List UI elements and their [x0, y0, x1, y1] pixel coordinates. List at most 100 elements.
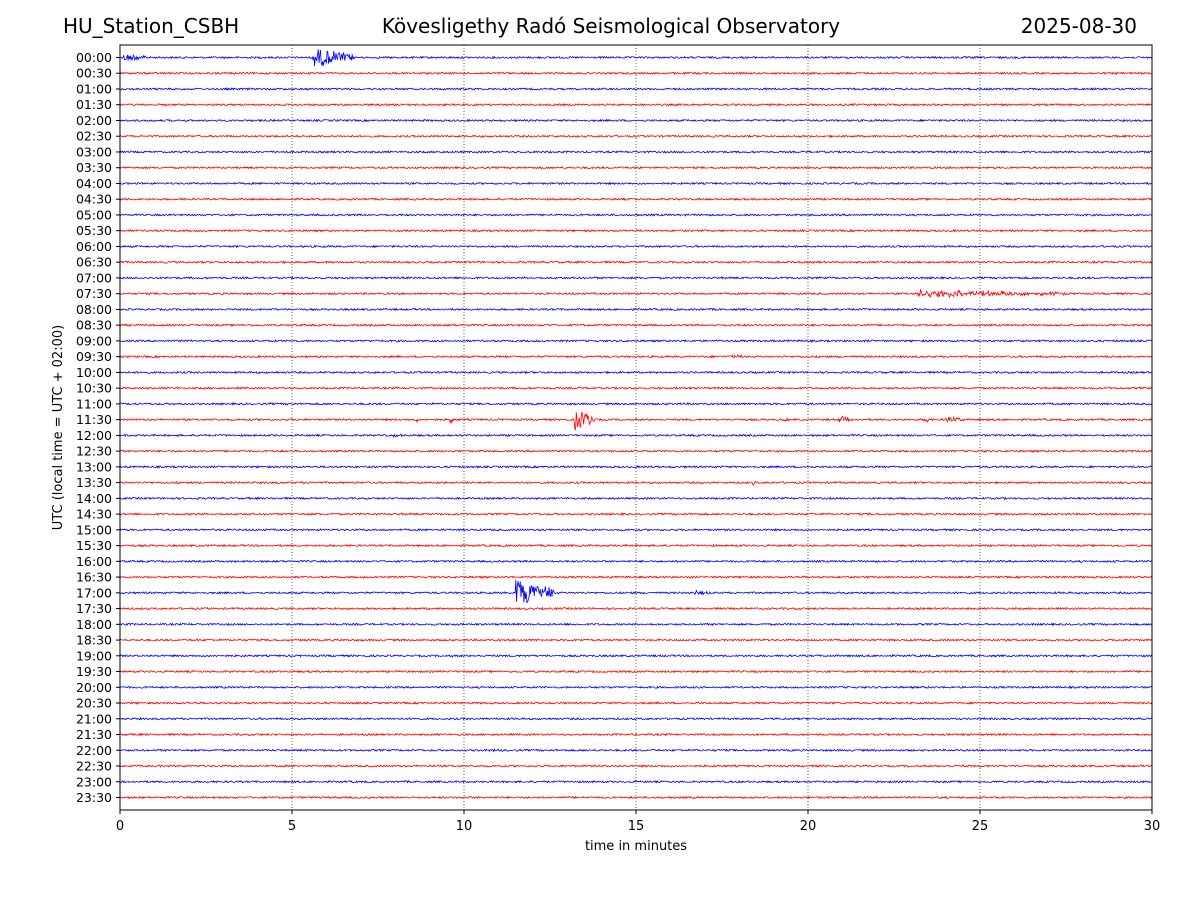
trace-line	[119, 559, 1153, 564]
trace-line	[119, 323, 1153, 328]
y-tick-label: 19:00	[76, 648, 112, 663]
y-tick-label: 00:30	[76, 66, 112, 81]
trace-line	[119, 370, 1153, 375]
trace-line	[119, 402, 1153, 406]
y-tick-label: 13:30	[76, 475, 112, 490]
x-tick-label: 30	[1144, 819, 1161, 834]
trace-line	[119, 575, 1153, 579]
y-tick-label: 21:00	[76, 711, 112, 726]
trace-line	[119, 701, 1153, 705]
y-tick-label: 11:30	[76, 412, 112, 427]
y-tick-label: 16:00	[76, 554, 112, 569]
trace-line	[119, 134, 1153, 139]
y-tick-label: 09:00	[76, 333, 112, 348]
y-tick-label: 00:00	[76, 50, 112, 65]
y-tick-label: 04:00	[76, 176, 112, 191]
trace-line	[119, 465, 1153, 469]
y-tick-label: 03:30	[76, 160, 112, 175]
axes-layer: 00:0000:3001:0001:3002:0002:3003:0003:30…	[51, 44, 1161, 854]
y-tick-label: 05:00	[76, 207, 112, 222]
trace-line	[119, 449, 1153, 453]
trace-line	[119, 102, 1153, 107]
y-tick-label: 10:30	[76, 381, 112, 396]
x-tick-label: 5	[288, 819, 296, 834]
y-tick-label: 14:00	[76, 491, 112, 506]
y-tick-label: 07:30	[76, 286, 112, 301]
trace-line	[119, 307, 1153, 312]
station-label: HU_Station_CSBH	[63, 14, 240, 38]
trace-line	[119, 228, 1153, 233]
y-tick-label: 23:30	[76, 790, 112, 805]
y-tick-label: 06:00	[76, 239, 112, 254]
trace-line	[119, 411, 1153, 431]
trace-line	[119, 71, 1153, 76]
date-label: 2025-08-30	[1020, 14, 1137, 38]
x-tick-label: 20	[800, 819, 817, 834]
trace-line	[119, 386, 1153, 390]
x-tick-label: 0	[116, 819, 124, 834]
trace-line	[119, 606, 1153, 611]
trace-line	[119, 165, 1153, 170]
y-tick-label: 01:30	[76, 97, 112, 112]
y-tick-label: 22:30	[76, 759, 112, 774]
trace-line	[119, 779, 1153, 784]
y-tick-label: 07:00	[76, 270, 112, 285]
trace-line	[119, 579, 1153, 604]
trace-line	[119, 638, 1153, 642]
trace-line	[119, 543, 1153, 548]
y-tick-label: 20:30	[76, 696, 112, 711]
trace-line	[119, 622, 1153, 627]
y-tick-label: 01:00	[76, 81, 112, 96]
y-tick-label: 12:00	[76, 428, 112, 443]
y-tick-label: 06:30	[76, 255, 112, 270]
trace-line	[119, 260, 1153, 265]
y-tick-label: 13:00	[76, 459, 112, 474]
x-tick-label: 15	[628, 819, 645, 834]
trace-line	[119, 716, 1153, 721]
x-axis-label: time in minutes	[585, 839, 687, 854]
trace-line	[119, 244, 1153, 249]
y-tick-label: 03:00	[76, 144, 112, 159]
trace-line	[119, 213, 1153, 217]
trace-line	[119, 795, 1153, 800]
traces-layer	[119, 49, 1153, 800]
y-tick-label: 11:00	[76, 396, 112, 411]
y-tick-label: 23:00	[76, 774, 112, 789]
trace-line	[119, 276, 1153, 280]
trace-line	[119, 49, 1153, 67]
chart-title: Kövesligethy Radó Seismological Observat…	[381, 14, 841, 38]
y-tick-label: 02:30	[76, 129, 112, 144]
trace-line	[119, 496, 1153, 501]
trace-line	[119, 527, 1153, 532]
y-tick-label: 10:00	[76, 365, 112, 380]
y-axis-label: UTC (local time = UTC + 02:00)	[51, 325, 66, 530]
trace-line	[119, 150, 1153, 154]
y-tick-label: 09:30	[76, 349, 112, 364]
y-tick-label: 15:00	[76, 522, 112, 537]
trace-line	[119, 685, 1153, 690]
trace-line	[119, 118, 1153, 123]
trace-line	[119, 732, 1153, 737]
y-tick-label: 18:00	[76, 617, 112, 632]
y-tick-label: 05:30	[76, 223, 112, 238]
trace-line	[119, 288, 1153, 299]
y-tick-label: 22:00	[76, 743, 112, 758]
y-tick-label: 08:00	[76, 302, 112, 317]
y-tick-label: 08:30	[76, 318, 112, 333]
trace-line	[119, 181, 1153, 186]
x-tick-label: 25	[972, 819, 989, 834]
y-tick-label: 19:30	[76, 664, 112, 679]
trace-line	[119, 353, 1153, 359]
y-tick-label: 20:00	[76, 680, 112, 695]
trace-line	[119, 87, 1153, 91]
trace-line	[119, 512, 1153, 517]
trace-line	[119, 339, 1153, 343]
trace-line	[119, 653, 1153, 658]
y-tick-label: 15:30	[76, 538, 112, 553]
y-tick-label: 02:00	[76, 113, 112, 128]
trace-line	[119, 669, 1153, 674]
x-tick-label: 10	[456, 819, 473, 834]
y-tick-label: 12:30	[76, 444, 112, 459]
trace-line	[119, 480, 1153, 487]
